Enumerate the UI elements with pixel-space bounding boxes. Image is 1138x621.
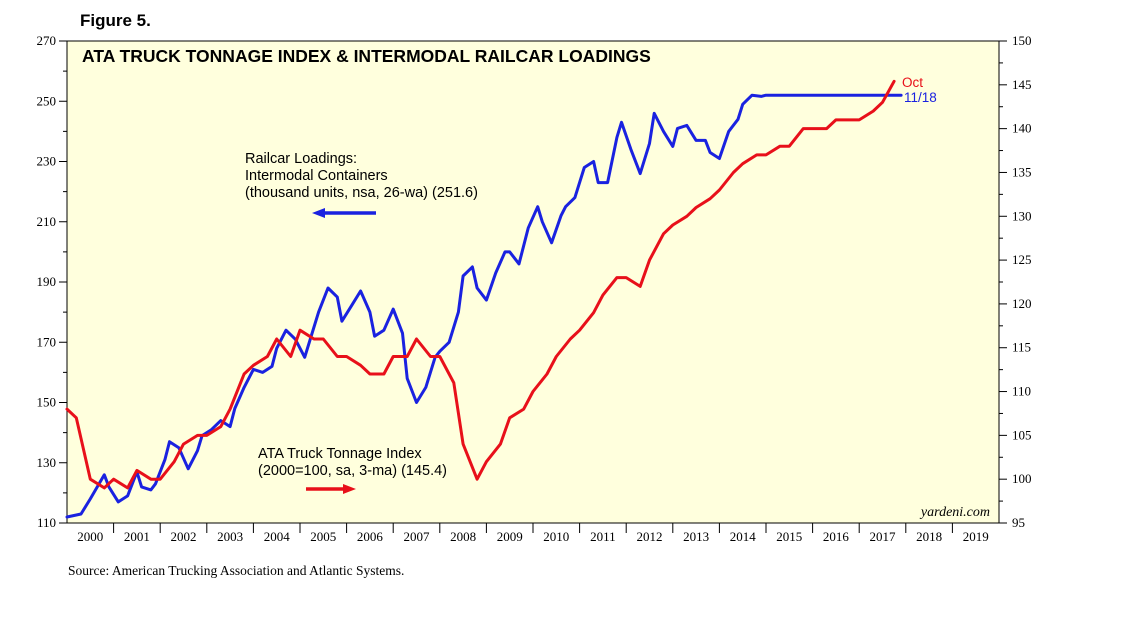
railcar-loadings-line	[65, 93, 903, 519]
right-tick-label: 130	[1012, 208, 1032, 223]
right-tick-label: 95	[1012, 515, 1025, 530]
right-tick-label: 105	[1012, 427, 1032, 442]
left-tick-label: 230	[37, 154, 57, 169]
truck-tonnage-line	[65, 79, 896, 490]
x-tick-label: 2005	[310, 529, 336, 544]
x-tick-label: 2002	[171, 529, 197, 544]
x-tick-label: 2015	[776, 529, 802, 544]
left-tick-label: 150	[37, 395, 57, 410]
series-layer	[65, 79, 903, 519]
plot-area	[66, 40, 1000, 524]
right-tick-label: 115	[1012, 340, 1031, 355]
tonnage-end-label: Oct	[902, 75, 923, 90]
x-axis: 2000 2001 2002 2003 2004 2005 2006 2007 2008 2009…	[77, 523, 989, 544]
right-tick-label: 145	[1012, 77, 1032, 92]
annotation-layer: Railcar Loadings:Intermodal Containers(t…	[245, 75, 937, 494]
x-tick-label: 2017	[870, 529, 897, 544]
x-tick-label: 2018	[916, 529, 942, 544]
left-tick-label: 270	[37, 33, 57, 48]
left-tick-label: 130	[37, 455, 57, 470]
x-tick-label: 2004	[264, 529, 291, 544]
x-tick-label: 2009	[497, 529, 523, 544]
left-tick-label: 170	[37, 334, 57, 349]
x-tick-label: 2011	[590, 529, 616, 544]
railcar-label-line: Railcar Loadings:	[245, 151, 357, 167]
x-tick-label: 2019	[963, 529, 989, 544]
left-tick-label: 250	[37, 93, 57, 108]
railcar-label-line: Intermodal Containers	[245, 168, 388, 184]
figure-label: Figure 5.	[80, 11, 151, 30]
chart-title: ATA TRUCK TONNAGE INDEX & INTERMODAL RAI…	[82, 46, 651, 66]
source-note: Source: American Trucking Association an…	[68, 563, 405, 578]
chart-credit: yardeni.com	[919, 505, 990, 520]
right-tick-label: 120	[1012, 296, 1032, 311]
right-tick-label: 140	[1012, 121, 1032, 136]
railcar-label-line: (thousand units, nsa, 26-wa) (251.6)	[245, 185, 478, 201]
x-tick-label: 2003	[217, 529, 243, 544]
x-tick-label: 2014	[730, 529, 757, 544]
railcar-end-label: 11/18	[904, 90, 937, 105]
x-tick-label: 2000	[77, 529, 103, 544]
x-tick-label: 2006	[357, 529, 384, 544]
x-tick-label: 2010	[543, 529, 569, 544]
right-arrow-head	[343, 484, 356, 494]
right-tick-label: 100	[1012, 471, 1032, 486]
tonnage-label-line: ATA Truck Tonnage Index	[258, 446, 422, 462]
left-axis: 110 130 150 170 190 210 230 250 270	[37, 33, 67, 530]
x-tick-label: 2008	[450, 529, 476, 544]
x-tick-label: 2016	[823, 529, 850, 544]
right-axis: 95 100 105 110 115 120 125 130 135 140 145 150	[999, 33, 1032, 530]
right-tick-label: 110	[1012, 384, 1031, 399]
right-tick-label: 125	[1012, 252, 1032, 267]
right-tick-label: 150	[1012, 33, 1032, 48]
tonnage-label-line: (2000=100, sa, 3-ma) (145.4)	[258, 463, 447, 479]
x-tick-label: 2013	[683, 529, 709, 544]
right-tick-label: 135	[1012, 164, 1032, 179]
left-tick-label: 210	[37, 214, 57, 229]
left-arrow-head	[312, 208, 325, 218]
x-tick-label: 2012	[637, 529, 663, 544]
left-tick-label: 190	[37, 274, 57, 289]
left-tick-label: 110	[37, 515, 56, 530]
x-tick-label: 2001	[124, 529, 150, 544]
x-tick-label: 2007	[404, 529, 431, 544]
